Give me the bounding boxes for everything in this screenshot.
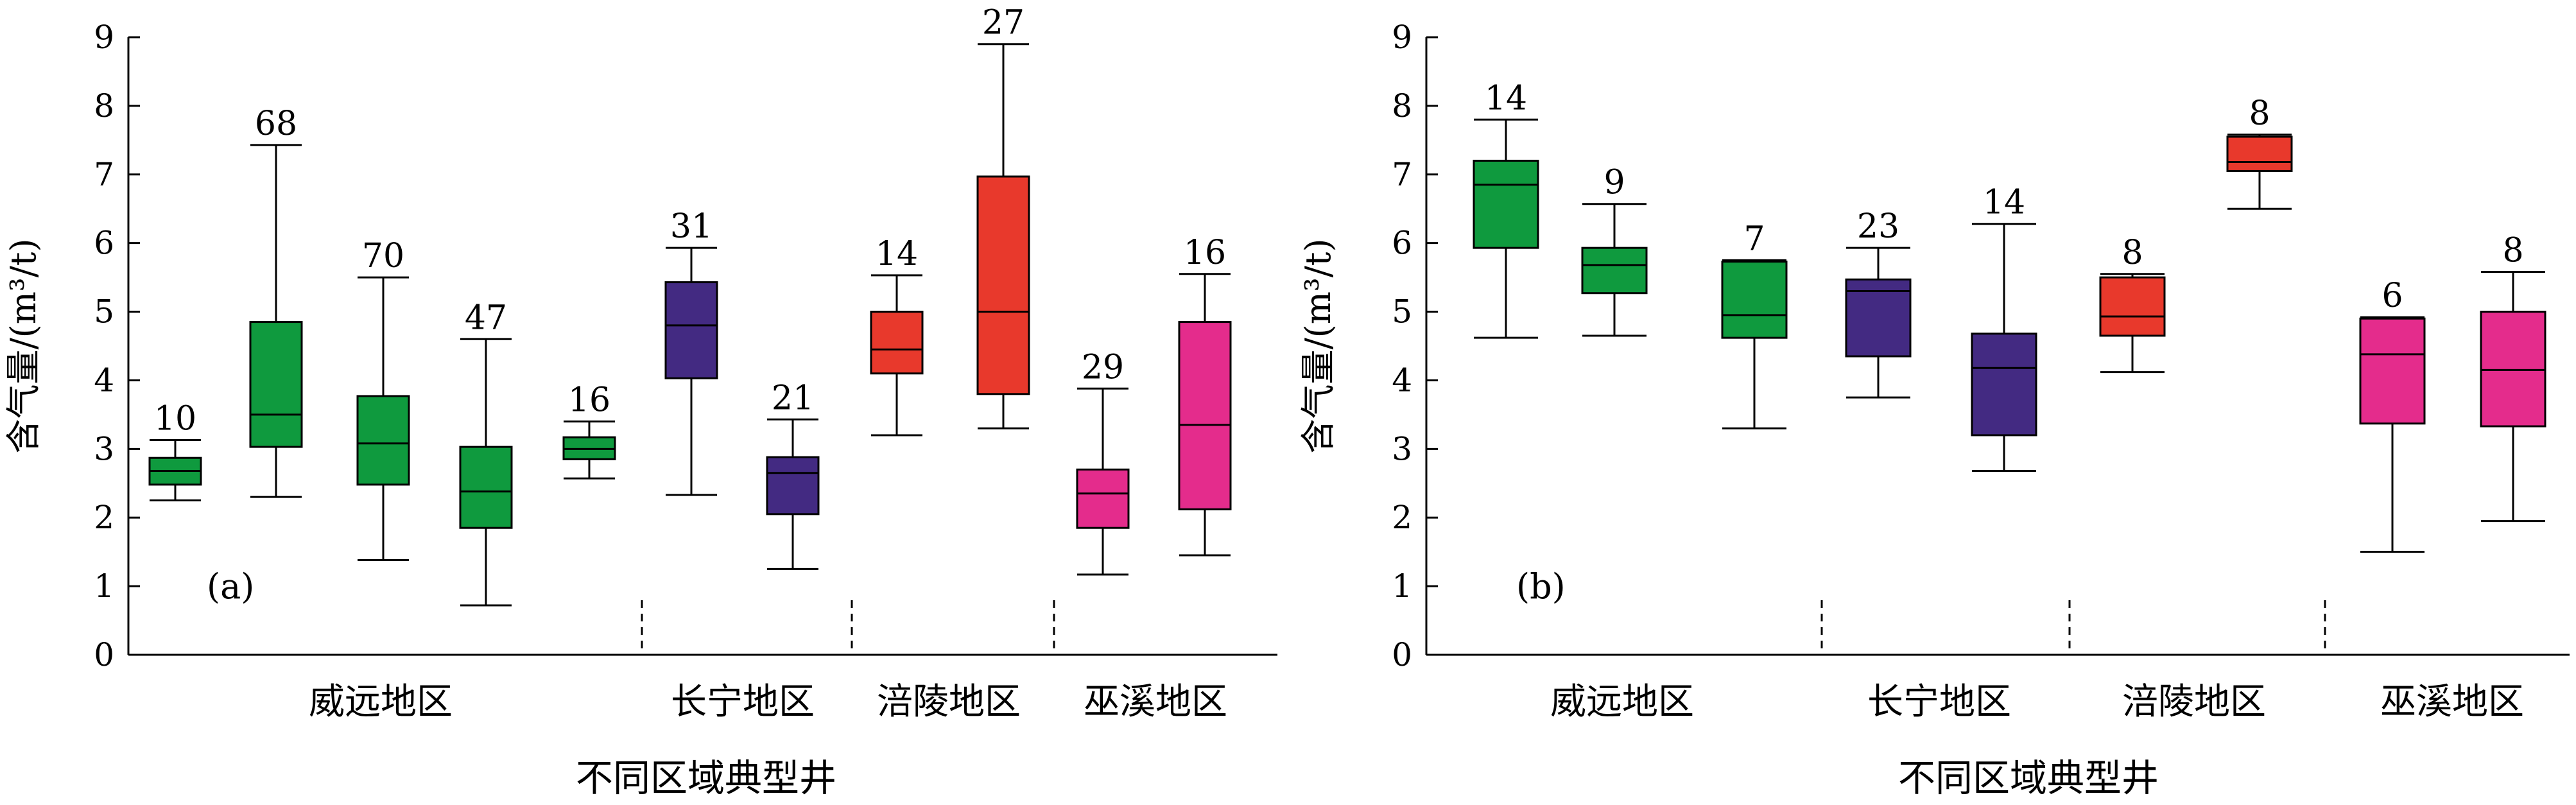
x-axis-label: 不同区域典型井 xyxy=(1898,756,2159,800)
y-tick-label: 4 xyxy=(1392,361,1412,399)
sample-count-label: 14 xyxy=(1983,184,2025,222)
panel-a-chart: 0 1 2 3 4 5 6 7 8 9 含气量/(m³/t) (a) 威远地区 长宁地区 涪陵地区 巫溪地区不… xyxy=(3,4,1277,800)
sample-count-label: 23 xyxy=(1857,207,1899,246)
group-label: 长宁地区 xyxy=(1867,681,2011,723)
box-body xyxy=(459,446,513,529)
box-body xyxy=(1473,159,1539,249)
y-tick-label: 9 xyxy=(1392,19,1412,56)
sample-count-label: 6 xyxy=(2382,277,2403,315)
y-axis-label: 含气量/(m³/t) xyxy=(1298,238,1338,453)
y-tick-label: 9 xyxy=(94,19,114,56)
sample-count-label: 10 xyxy=(154,399,196,438)
sample-count-label: 16 xyxy=(1184,234,1226,272)
box-body xyxy=(1721,261,1788,339)
box-plot-5: 16 xyxy=(562,381,616,480)
panel-label: (b) xyxy=(1516,566,1566,607)
group-label: 威远地区 xyxy=(309,681,453,723)
box-plot-5: 14 xyxy=(1971,184,2037,472)
y-tick-label: 5 xyxy=(1392,293,1412,331)
box-plot-9: 27 xyxy=(976,4,1030,429)
y-tick-label: 4 xyxy=(94,361,114,399)
box-body xyxy=(870,311,924,375)
box-plot-4: 47 xyxy=(459,299,513,607)
box-body xyxy=(1971,333,2037,437)
group-label: 威远地区 xyxy=(1550,681,1694,723)
box-plot-7: 8 xyxy=(2226,94,2293,210)
box-plot-2: 68 xyxy=(249,105,303,498)
box-body xyxy=(664,281,718,379)
box-plot-11: 16 xyxy=(1178,234,1232,557)
sample-count-label: 8 xyxy=(2249,94,2270,133)
y-tick-label: 3 xyxy=(1392,430,1412,467)
y-tick-label: 0 xyxy=(1392,636,1412,673)
sample-count-label: 68 xyxy=(255,105,297,143)
box-plot-3: 7 xyxy=(1721,220,1788,429)
sample-count-label: 7 xyxy=(1743,220,1765,258)
y-tick-label: 1 xyxy=(94,567,114,605)
box-body xyxy=(1845,278,1912,358)
y-tick-label: 8 xyxy=(94,87,114,125)
group-label: 巫溪地区 xyxy=(1084,681,1227,723)
box-body xyxy=(2359,317,2426,425)
box-plot-2: 9 xyxy=(1581,164,1648,337)
box-body xyxy=(356,395,410,486)
y-tick-label: 7 xyxy=(1392,156,1412,193)
box-body xyxy=(766,456,820,515)
y-axis-label: 含气量/(m³/t) xyxy=(3,238,44,453)
group-label: 巫溪地区 xyxy=(2380,681,2524,723)
sample-count-label: 27 xyxy=(982,4,1024,42)
sample-count-label: 14 xyxy=(1485,79,1527,117)
box-body xyxy=(2099,276,2166,337)
sample-count-label: 70 xyxy=(362,237,404,275)
y-tick-label: 8 xyxy=(1392,87,1412,125)
box-body xyxy=(249,321,303,448)
box-plot-6: 31 xyxy=(664,207,718,496)
y-tick-label: 7 xyxy=(94,156,114,193)
box-body xyxy=(1076,468,1130,529)
y-tick-label: 6 xyxy=(1392,225,1412,262)
box-plot-9: 8 xyxy=(2480,232,2546,523)
sample-count-label: 21 xyxy=(772,379,814,417)
sample-count-label: 8 xyxy=(2502,232,2523,270)
box-plot-7: 21 xyxy=(766,379,820,570)
y-tick-label: 1 xyxy=(1392,567,1412,605)
box-plot-4: 23 xyxy=(1845,207,1912,399)
y-tick-label: 2 xyxy=(1392,499,1412,536)
y-tick-label: 6 xyxy=(94,225,114,262)
sample-count-label: 14 xyxy=(876,235,918,273)
box-plot-6: 8 xyxy=(2099,234,2166,374)
box-body xyxy=(2226,135,2293,172)
box-plot-1: 10 xyxy=(148,399,202,501)
box-plot-8: 14 xyxy=(870,235,924,437)
y-tick-label: 5 xyxy=(94,293,114,331)
box-body xyxy=(1178,321,1232,510)
box-body xyxy=(2480,311,2546,428)
y-tick-label: 2 xyxy=(94,499,114,536)
x-axis-label: 不同区域典型井 xyxy=(576,756,836,800)
box-plot-10: 29 xyxy=(1076,348,1130,576)
y-tick-label: 0 xyxy=(94,636,114,673)
box-body xyxy=(1581,247,1648,295)
sample-count-label: 29 xyxy=(1082,348,1124,386)
sample-count-label: 9 xyxy=(1604,164,1625,202)
panel-label: (a) xyxy=(207,566,254,607)
group-label: 长宁地区 xyxy=(671,681,815,723)
y-tick-label: 3 xyxy=(94,430,114,467)
sample-count-label: 31 xyxy=(670,207,713,246)
sample-count-label: 16 xyxy=(568,381,610,420)
sample-count-label: 47 xyxy=(465,299,507,337)
sample-count-label: 8 xyxy=(2122,234,2143,272)
box-plot-3: 70 xyxy=(356,237,410,561)
box-body xyxy=(976,175,1030,395)
box-plot-1: 14 xyxy=(1473,79,1539,339)
box-plot-8: 6 xyxy=(2359,277,2426,553)
group-label: 涪陵地区 xyxy=(2122,681,2266,723)
group-label: 涪陵地区 xyxy=(877,681,1021,723)
